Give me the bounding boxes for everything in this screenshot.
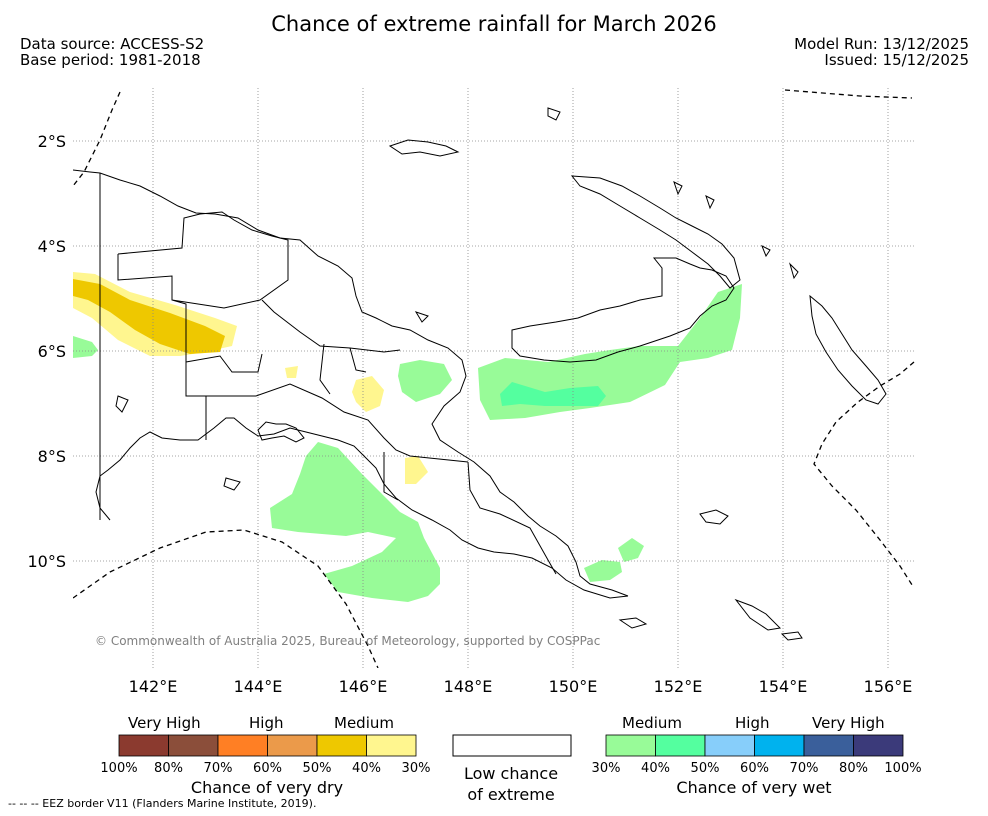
legend-wet-colorbar	[605, 734, 904, 757]
legend-dry-ticks: 100% 80% 70% 60% 50% 40% 30%	[100, 761, 430, 776]
dry-medium-region	[352, 376, 384, 412]
base-period-text: Base period: 1981-2018	[20, 51, 201, 69]
legend-dry-swatch-1	[118, 734, 169, 757]
wet-high-region	[500, 382, 606, 406]
legend-dry-swatch-4	[267, 734, 318, 757]
longitude-labels: 142°E 144°E 146°E 148°E 150°E 152°E 154°…	[129, 677, 913, 696]
louisiade-islands	[618, 509, 803, 641]
eez-footnote: -- -- -- EEZ border V11 (Flanders Marine…	[8, 797, 317, 810]
lat-label-10s: 10°S	[27, 552, 66, 571]
dry-shading	[73, 272, 428, 484]
lat-label-4s: 4°S	[38, 237, 66, 256]
legend-wet-category-medium: Medium	[622, 714, 682, 732]
legend-dry-title: Chance of very dry	[191, 778, 343, 797]
legend-dry-tick-label: 80%	[154, 761, 183, 776]
wet-medium-region	[270, 442, 440, 602]
map-title: Chance of extreme rainfall for March 202…	[271, 12, 717, 36]
legend-wet-tick-label: 70%	[790, 761, 819, 776]
legend-wet-tick-label: 60%	[740, 761, 769, 776]
model-run-text: Model Run: 13/12/2025	[794, 35, 969, 53]
lon-label-144e: 144°E	[234, 677, 283, 696]
coastlines	[73, 107, 887, 641]
legend-wet-swatch-5	[803, 734, 854, 757]
legend-dry-colorbar	[118, 734, 417, 757]
wet-medium-region	[73, 336, 98, 358]
wet-shading	[73, 284, 742, 602]
wet-medium-region	[478, 284, 742, 420]
lon-label-156e: 156°E	[864, 677, 913, 696]
dry-medium-region	[405, 456, 428, 484]
lat-label-2s: 2°S	[38, 132, 66, 151]
legend-wet-swatch-4	[754, 734, 805, 757]
legend-wet-swatch-1	[605, 734, 656, 757]
legend-dry-tick-label: 30%	[402, 761, 431, 776]
data-info: Data source: ACCESS-S2 Base period: 1981…	[20, 36, 204, 68]
legend-wet-tick-label: 80%	[839, 761, 868, 776]
borders	[99, 173, 557, 575]
new-guinea-south-coast	[95, 417, 629, 599]
province-borders	[117, 211, 557, 575]
legend-wet-swatch-3	[704, 734, 755, 757]
wet-medium-region	[584, 560, 622, 582]
lon-label-142e: 142°E	[129, 677, 178, 696]
legend-dry-swatch-5	[316, 734, 367, 757]
legend-dry: Very High High Medium 100% 80% 70% 60% 50% 40…	[100, 714, 430, 797]
legend-dry-swatch-3	[217, 734, 268, 757]
new-guinea-north-coast	[73, 169, 629, 597]
legend-wet-swatch-6	[853, 734, 904, 757]
dry-high-region	[73, 279, 225, 354]
legend-dry-tick-label: 100%	[100, 761, 137, 776]
small-islands	[115, 107, 799, 491]
manus-island	[388, 139, 460, 157]
legend-low-line1: Low chance	[464, 764, 558, 783]
lon-label-150e: 150°E	[549, 677, 598, 696]
legend-dry-tick-label: 60%	[253, 761, 282, 776]
dry-medium-region	[285, 366, 298, 378]
run-info: Model Run: 13/12/2025 Issued: 15/12/2025	[794, 36, 969, 68]
legend-dry-tick-label: 70%	[204, 761, 233, 776]
lon-label-146e: 146°E	[339, 677, 388, 696]
legend-low-line2: of extreme	[467, 785, 554, 804]
legend-wet-tick-label: 100%	[884, 761, 921, 776]
legend-dry-tick-label: 50%	[303, 761, 332, 776]
new-ireland-island	[570, 175, 741, 289]
legend-dry-category-medium: Medium	[334, 714, 394, 732]
wet-medium-region	[398, 360, 452, 402]
lon-label-148e: 148°E	[444, 677, 493, 696]
legend-dry-category-very-high: Very High	[128, 714, 201, 732]
bougainville-island	[809, 294, 887, 405]
legend-wet-title: Chance of very wet	[676, 778, 831, 797]
legend-wet-category-very-high: Very High	[812, 714, 885, 732]
gridlines	[73, 88, 915, 668]
legend-dry-category-high: High	[249, 714, 283, 732]
new-britain-island	[511, 257, 735, 363]
legend-wet-swatch-2	[655, 734, 706, 757]
issued-text: Issued: 15/12/2025	[824, 51, 969, 69]
fly-river-delta	[257, 421, 305, 443]
legend-wet-ticks: 30% 40% 50% 60% 70% 80% 100%	[592, 761, 922, 776]
lon-label-152e: 152°E	[654, 677, 703, 696]
wet-medium-region	[618, 538, 644, 562]
legend-wet: Medium High Very High 30% 40% 50% 60% 70% 80%…	[592, 714, 922, 797]
legend-low-swatch	[452, 734, 572, 757]
latitude-labels: 2°S 4°S 6°S 8°S 10°S	[27, 132, 66, 571]
eez-borders	[73, 89, 915, 668]
legend-dry-tick-label: 40%	[352, 761, 381, 776]
legend-wet-tick-label: 50%	[691, 761, 720, 776]
legend-wet-tick-label: 30%	[592, 761, 621, 776]
legend-wet-tick-label: 40%	[641, 761, 670, 776]
map-area: © Commonwealth of Australia 2025, Bureau…	[73, 88, 915, 668]
lat-label-6s: 6°S	[38, 342, 66, 361]
lon-label-154e: 154°E	[759, 677, 808, 696]
legend-wet-category-high: High	[735, 714, 769, 732]
lat-label-8s: 8°S	[38, 447, 66, 466]
legend-dry-swatch-6	[366, 734, 417, 757]
legend-low: Low chance of extreme	[452, 734, 572, 804]
data-source-text: Data source: ACCESS-S2	[20, 35, 205, 53]
legend-dry-swatch-2	[168, 734, 219, 757]
copyright-text: © Commonwealth of Australia 2025, Bureau…	[95, 634, 600, 648]
